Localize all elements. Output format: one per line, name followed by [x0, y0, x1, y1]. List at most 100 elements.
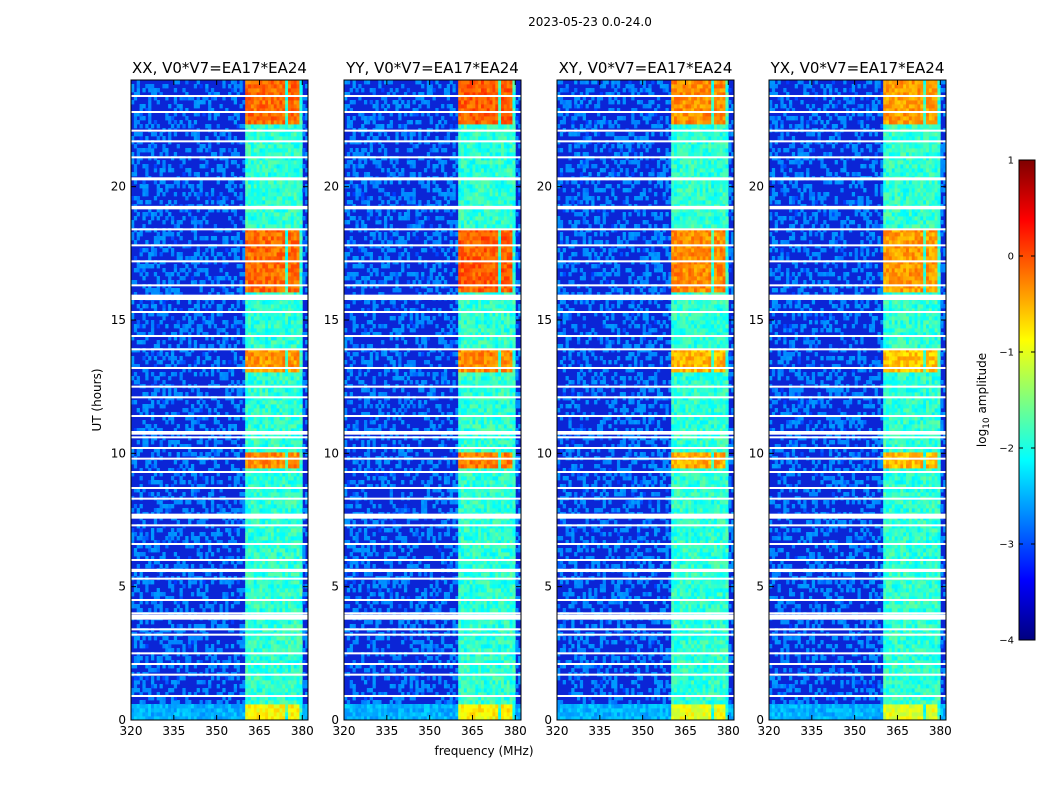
heatmap-cell: [188, 708, 191, 712]
heatmap-cell: [182, 564, 185, 568]
heatmap-cell: [217, 640, 220, 644]
heatmap-cell: [274, 636, 277, 640]
heatmap-cell: [288, 704, 291, 708]
heatmap-cell: [274, 676, 277, 680]
heatmap-cell: [237, 708, 240, 712]
heatmap-cell: [299, 608, 302, 612]
heatmap-cell: [248, 680, 251, 684]
heatmap-cell: [265, 604, 268, 608]
heatmap-cell: [185, 700, 188, 704]
heatmap-cell: [185, 712, 188, 716]
heatmap-cell: [265, 688, 268, 692]
heatmap-cell: [197, 636, 200, 640]
heatmap-cell: [225, 704, 228, 708]
heatmap-cell: [228, 656, 231, 660]
heatmap-cell: [174, 564, 177, 568]
heatmap-cell: [294, 624, 297, 628]
heatmap-cell: [142, 688, 145, 692]
heatmap-cell: [242, 644, 245, 648]
heatmap-cell: [277, 640, 280, 644]
heatmap-cell: [245, 684, 248, 688]
heatmap-cell: [154, 604, 157, 608]
heatmap-cell: [254, 580, 257, 584]
heatmap-cell: [257, 680, 260, 684]
heatmap-cell: [151, 592, 154, 596]
heatmap-cell: [268, 704, 271, 708]
heatmap-cell: [191, 608, 194, 612]
heatmap-cell: [248, 668, 251, 672]
heatmap-cell: [271, 712, 274, 716]
heatmap-cell: [234, 684, 237, 688]
heatmap-cell: [185, 564, 188, 568]
heatmap-cell: [285, 680, 288, 684]
heatmap-cell: [162, 712, 165, 716]
heatmap-cell: [277, 712, 280, 716]
heatmap-cell: [282, 644, 285, 648]
heatmap-cell: [142, 684, 145, 688]
heatmap-cell: [268, 636, 271, 640]
heatmap-cell: [237, 712, 240, 716]
heatmap-cell: [197, 712, 200, 716]
heatmap-cell: [297, 712, 300, 716]
heatmap-cell: [294, 572, 297, 576]
heatmap-cell: [174, 580, 177, 584]
heatmap-cell: [165, 704, 168, 708]
heatmap-cell: [137, 680, 140, 684]
heatmap-cell: [217, 676, 220, 680]
heatmap-cell: [234, 656, 237, 660]
heatmap-cell: [251, 676, 254, 680]
heatmap-cell: [271, 700, 274, 704]
heatmap-cell: [297, 656, 300, 660]
heatmap-cell: [251, 580, 254, 584]
heatmap-cell: [148, 564, 151, 568]
heatmap-cell: [174, 608, 177, 612]
heatmap-cell: [225, 712, 228, 716]
heatmap-cell: [248, 648, 251, 652]
heatmap-cell: [254, 712, 257, 716]
heatmap-cell: [288, 580, 291, 584]
heatmap-cell: [191, 704, 194, 708]
heatmap-cell: [294, 712, 297, 716]
heatmap-cell: [237, 700, 240, 704]
heatmap-cell: [171, 688, 174, 692]
heatmap-cell: [254, 620, 257, 624]
heatmap-cell: [148, 636, 151, 640]
heatmap-cell: [200, 636, 203, 640]
heatmap-cell: [271, 668, 274, 672]
heatmap-cell: [282, 580, 285, 584]
heatmap-cell: [239, 708, 242, 712]
heatmap-cell: [274, 712, 277, 716]
heatmap-cell: [148, 712, 151, 716]
heatmap-cell: [265, 608, 268, 612]
heatmap-cell: [145, 708, 148, 712]
heatmap-cell: [168, 640, 171, 644]
heatmap-cell: [277, 580, 280, 584]
heatmap-cell: [265, 588, 268, 592]
heatmap-cell: [200, 624, 203, 628]
heatmap-cell: [225, 708, 228, 712]
heatmap-cell: [294, 564, 297, 568]
heatmap-cell: [177, 712, 180, 716]
heatmap-cell: [205, 656, 208, 660]
heatmap-cell: [288, 552, 291, 556]
heatmap-cell: [302, 548, 305, 552]
heatmap-cell: [237, 548, 240, 552]
heatmap-cell: [254, 656, 257, 660]
heatmap-cell: [242, 588, 245, 592]
heatmap-cell: [254, 548, 257, 552]
heatmap-cell: [180, 564, 183, 568]
heatmap-cell: [291, 640, 294, 644]
heatmap-cell: [259, 680, 262, 684]
heatmap-cell: [157, 604, 160, 608]
heatmap-cell: [291, 648, 294, 652]
heatmap-cell: [299, 648, 302, 652]
heatmap-cell: [160, 684, 163, 688]
heatmap-cell: [151, 656, 154, 660]
heatmap-cell: [154, 592, 157, 596]
heatmap-cell: [174, 552, 177, 556]
heatmap-cell: [262, 704, 265, 708]
heatmap-cell: [148, 548, 151, 552]
heatmap-cell: [268, 584, 271, 588]
heatmap-cell: [288, 604, 291, 608]
heatmap-cell: [288, 712, 291, 716]
